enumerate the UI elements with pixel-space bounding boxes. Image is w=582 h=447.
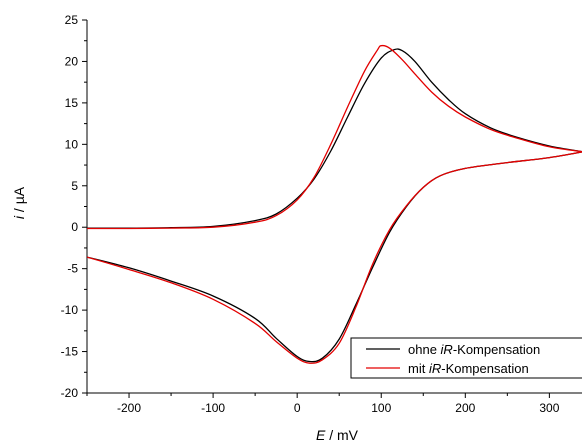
x-tick-label: 100	[371, 401, 391, 415]
y-tick-label: 0	[71, 220, 78, 234]
legend-label-mit: mit iR-Kompensation	[408, 361, 529, 376]
y-tick-label: 10	[65, 137, 79, 151]
series-mit-forward-line	[87, 46, 582, 229]
y-tick-label: 20	[65, 54, 79, 68]
x-axis-label: E / mV	[316, 427, 359, 443]
series-ohne-forward-line	[87, 49, 582, 228]
y-tick-label: 15	[65, 96, 79, 110]
x-axis-unit: / mV	[325, 427, 358, 443]
legend-label-ohne: ohne iR-Kompensation	[408, 342, 540, 357]
series-ohne-reverse-line	[87, 152, 582, 362]
legend: ohne iR-Kompensation mit iR-Kompensation	[351, 338, 582, 378]
y-axis-label: i / µA	[11, 186, 27, 219]
y-tick-label: -5	[67, 262, 78, 276]
series-lines	[87, 46, 582, 364]
y-tick-label: -20	[61, 386, 79, 400]
series-mit-reverse-line	[87, 152, 582, 363]
x-tick-label: -200	[117, 401, 141, 415]
y-axis-unit: / µA	[11, 186, 27, 216]
axes	[87, 20, 582, 393]
y-tick-label: -15	[61, 345, 79, 359]
x-tick-label: 0	[294, 401, 301, 415]
y-tick-label: 25	[65, 13, 79, 27]
y-tick-label: 5	[71, 179, 78, 193]
x-tick-label: -100	[201, 401, 225, 415]
y-tick-label: -10	[61, 303, 79, 317]
x-tick-label: 300	[539, 401, 559, 415]
x-tick-label: 200	[455, 401, 475, 415]
